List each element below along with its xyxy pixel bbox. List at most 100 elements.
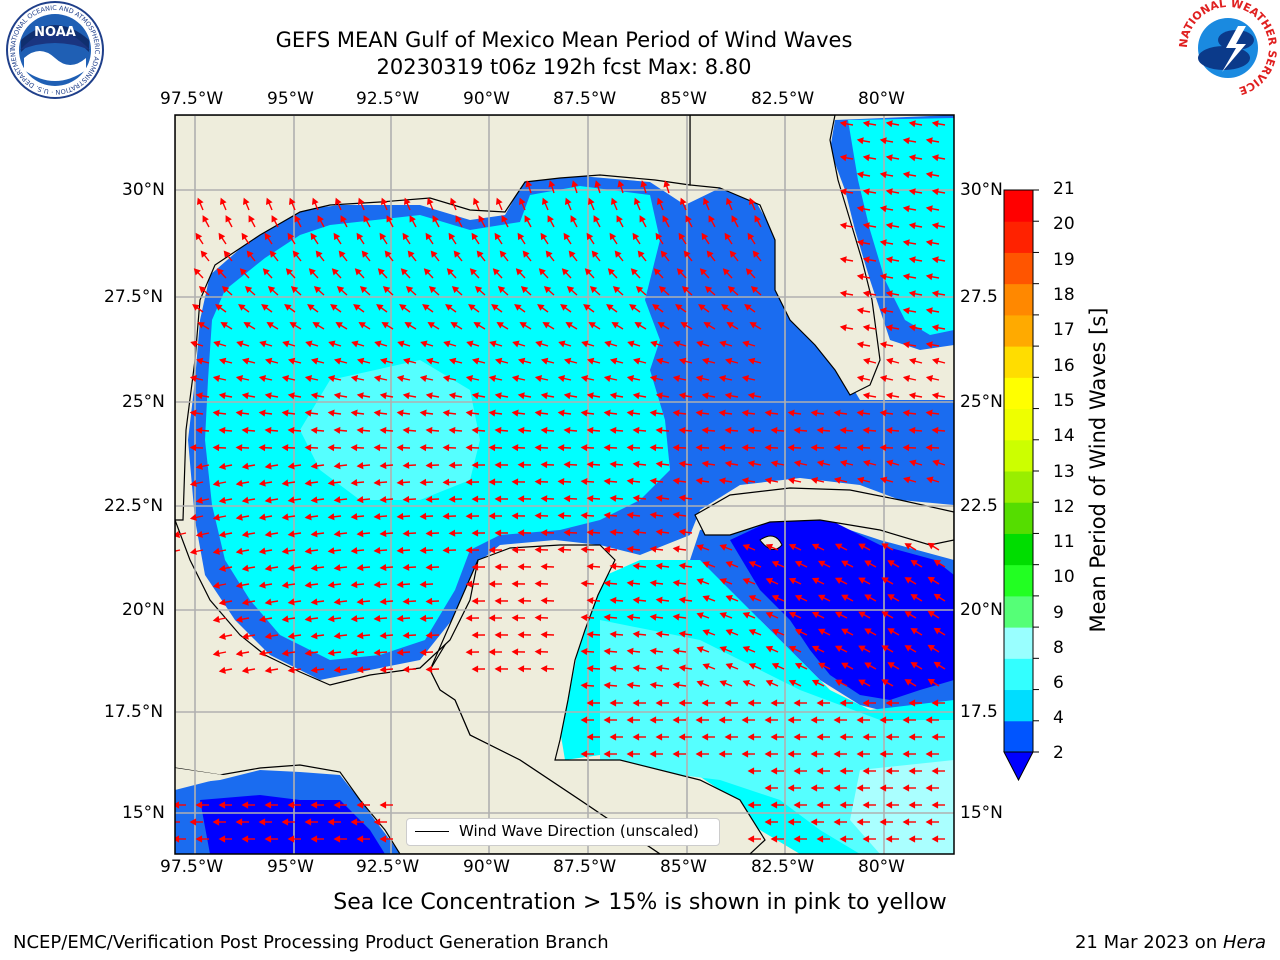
- wave-direction-arrowhead: [655, 494, 663, 502]
- wave-direction-arrowhead: [879, 341, 887, 349]
- wave-direction-arrowhead: [465, 580, 473, 588]
- wave-direction-arrowhead: [310, 232, 318, 241]
- wave-direction-arrowhead: [885, 120, 893, 128]
- wave-direction-arrowhead: [609, 562, 617, 570]
- wave-direction-arrowhead: [258, 513, 266, 521]
- wave-direction-arrowhead: [862, 835, 870, 843]
- wave-direction-arrowhead: [586, 528, 594, 537]
- wave-direction-arrowhead: [327, 513, 335, 521]
- wave-direction-arrowhead: [603, 511, 611, 520]
- wave-direction-arrowhead: [609, 699, 617, 707]
- wave-direction-arrowhead: [747, 767, 755, 775]
- wave-direction-arrowhead: [264, 462, 272, 470]
- wave-direction-arrowhead: [241, 496, 249, 504]
- wave-direction-arrowhead: [425, 529, 433, 537]
- wave-direction-arrowhead: [586, 392, 594, 400]
- wave-direction-arrowhead: [747, 733, 755, 741]
- wave-direction-arrowhead: [879, 818, 887, 826]
- wave-direction-arrowhead: [548, 180, 556, 188]
- wave-direction-arrowhead: [879, 171, 887, 179]
- lat-label-right: 15°N: [960, 803, 1003, 823]
- colorbar-tick-label: 18: [1053, 285, 1075, 305]
- wave-direction-arrowhead: [350, 547, 358, 555]
- wave-direction-arrowhead: [241, 530, 249, 538]
- wave-direction-arrowhead: [465, 614, 473, 622]
- wave-direction-arrowhead: [718, 716, 726, 724]
- wave-direction-arrowhead: [727, 286, 736, 294]
- wave-direction-arrowhead: [858, 577, 866, 584]
- wave-direction-arrowhead: [701, 357, 710, 365]
- wave-direction-arrowhead: [633, 197, 641, 205]
- wave-direction-arrowhead: [402, 665, 410, 673]
- wave-direction-arrowhead: [511, 444, 519, 452]
- wave-direction-arrowhead: [678, 426, 686, 434]
- wave-direction-arrowhead: [908, 154, 916, 162]
- wave-direction-arrowhead: [235, 649, 243, 657]
- wave-direction-arrowhead: [649, 511, 657, 519]
- wave-direction-arrowhead: [672, 579, 680, 587]
- colorbar-tick-label: 8: [1053, 638, 1064, 658]
- wave-direction-arrowhead: [422, 304, 430, 311]
- wave-direction-arrowhead: [788, 679, 797, 687]
- wave-direction-arrowhead: [304, 649, 312, 657]
- wave-direction-arrowhead: [403, 197, 411, 205]
- wave-direction-arrowhead: [514, 304, 522, 311]
- wave-direction-arrowhead: [658, 286, 667, 294]
- pacific-land-strip: [175, 768, 230, 790]
- wave-direction-arrowhead: [788, 611, 797, 619]
- wave-direction-arrowhead: [304, 374, 313, 383]
- wind-wave-arrows: [175, 120, 946, 843]
- wave-direction-arrowhead: [386, 215, 393, 223]
- wave-direction-arrowhead: [269, 250, 277, 258]
- wave-direction-arrowhead: [603, 681, 611, 690]
- wave-direction-arrowhead: [419, 546, 427, 554]
- wave-direction-arrowhead: [701, 426, 709, 434]
- wave-direction-arrowhead: [419, 648, 427, 656]
- wave-direction-arrowhead: [488, 444, 496, 452]
- wave-direction-arrowhead: [333, 598, 341, 606]
- wave-direction-arrowhead: [588, 322, 596, 329]
- wave-direction-arrowhead: [350, 818, 358, 826]
- wave-direction-arrowhead: [586, 494, 594, 503]
- wave-direction-arrowhead: [833, 784, 841, 792]
- wave-direction-arrowhead: [373, 648, 381, 657]
- map-frame: [174, 114, 955, 855]
- wave-direction-arrowhead: [488, 374, 497, 383]
- wave-direction-arrowhead: [563, 426, 571, 434]
- wave-direction-arrowhead: [678, 357, 687, 365]
- wave-direction-arrowhead: [540, 529, 548, 537]
- wave-direction-arrowhead: [864, 662, 872, 669]
- wave-direction-arrowhead: [701, 460, 709, 468]
- colorbar-segment: [1004, 314, 1033, 347]
- wave-direction-arrowhead: [284, 304, 292, 311]
- wave-direction-arrowhead: [264, 232, 272, 241]
- wave-direction-arrowhead: [338, 250, 346, 258]
- wave-direction-arrowhead: [465, 478, 473, 486]
- wave-direction-arrowhead: [672, 444, 680, 452]
- wave-direction-arrowhead: [310, 462, 318, 470]
- wave-direction-arrowhead: [520, 286, 529, 294]
- wave-direction-arrowhead: [425, 232, 433, 241]
- wave-direction-arrowhead: [607, 268, 615, 276]
- wave-direction-arrowhead: [402, 529, 410, 537]
- wave-direction-arrowhead: [494, 392, 502, 400]
- wave-direction-arrowhead: [862, 801, 870, 809]
- wave-direction-arrowhead: [361, 250, 369, 258]
- wave-direction-arrowhead: [534, 546, 542, 554]
- wave-direction-arrowhead: [580, 647, 588, 656]
- wave-direction-arrowhead: [267, 286, 276, 294]
- wave-direction-arrowhead: [580, 477, 588, 486]
- wave-direction-arrowhead: [748, 662, 756, 670]
- wave-direction-arrowhead: [212, 818, 220, 826]
- wave-direction-arrowhead: [465, 374, 474, 383]
- wave-direction-arrowhead: [925, 784, 933, 792]
- wave-direction-arrowhead: [626, 409, 634, 417]
- wave-direction-arrowhead: [519, 322, 527, 329]
- wave-direction-arrowhead: [718, 374, 727, 383]
- lon-label-top: 92.5°W: [356, 89, 420, 109]
- wave-direction-arrowhead: [396, 580, 404, 589]
- wave-direction-arrowhead: [419, 409, 427, 417]
- wave-direction-arrowhead: [557, 512, 565, 520]
- wave-direction-arrowhead: [373, 580, 381, 589]
- wave-direction-arrowhead: [839, 290, 847, 298]
